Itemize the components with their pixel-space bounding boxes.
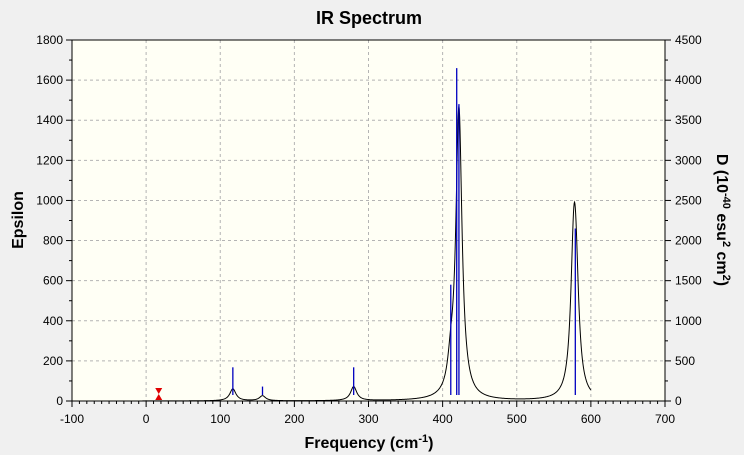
grid <box>72 40 665 401</box>
y-tick-label: 200 <box>43 354 63 368</box>
x-axis-title: Frequency (cm-1) <box>305 433 434 452</box>
y2-tick-label: 0 <box>675 394 682 408</box>
y-axis-title: Epsilon <box>10 191 27 249</box>
y-tick-label: 1600 <box>36 73 63 87</box>
x-tick-label: 400 <box>433 412 453 426</box>
y2-tick-label: 2500 <box>675 193 702 207</box>
y2-tick-label: 4000 <box>675 73 702 87</box>
x-tick-label: -100 <box>60 412 84 426</box>
x-tick-label: 600 <box>581 412 601 426</box>
y-tick-label: 0 <box>56 394 63 408</box>
y2-axis-title: D (10-40 esu2 cm2) <box>713 154 732 286</box>
x-tick-label: 100 <box>210 412 230 426</box>
chart-title: IR Spectrum <box>316 8 422 28</box>
y2-tick-label: 3500 <box>675 113 702 127</box>
y-tick-label: 1400 <box>36 113 63 127</box>
x-tick-label: 700 <box>655 412 675 426</box>
y-tick-label: 600 <box>43 274 63 288</box>
marker-top-icon <box>155 387 163 394</box>
data-layer <box>142 68 592 402</box>
x-tick-label: 0 <box>143 412 150 426</box>
x-tick-label: 500 <box>507 412 527 426</box>
x-tick-label: 300 <box>358 412 378 426</box>
y2-tick-label: 2000 <box>675 234 702 248</box>
y-tick-label: 800 <box>43 234 63 248</box>
y-tick-label: 1200 <box>36 153 63 167</box>
axes: -100 0 100 200 300 400 500 600 70002004006008001… <box>36 33 702 426</box>
y-tick-label: 1800 <box>36 33 63 47</box>
y-tick-label: 400 <box>43 314 63 328</box>
marker-bottom-icon <box>155 393 163 400</box>
y2-tick-label: 1000 <box>675 314 702 328</box>
y2-tick-label: 500 <box>675 354 695 368</box>
y2-tick-label: 4500 <box>675 33 702 47</box>
x-tick-label: 200 <box>284 412 304 426</box>
y2-tick-label: 3000 <box>675 153 702 167</box>
y-tick-label: 1000 <box>36 193 63 207</box>
spectrum-line <box>142 105 592 402</box>
y2-tick-label: 1500 <box>675 274 702 288</box>
